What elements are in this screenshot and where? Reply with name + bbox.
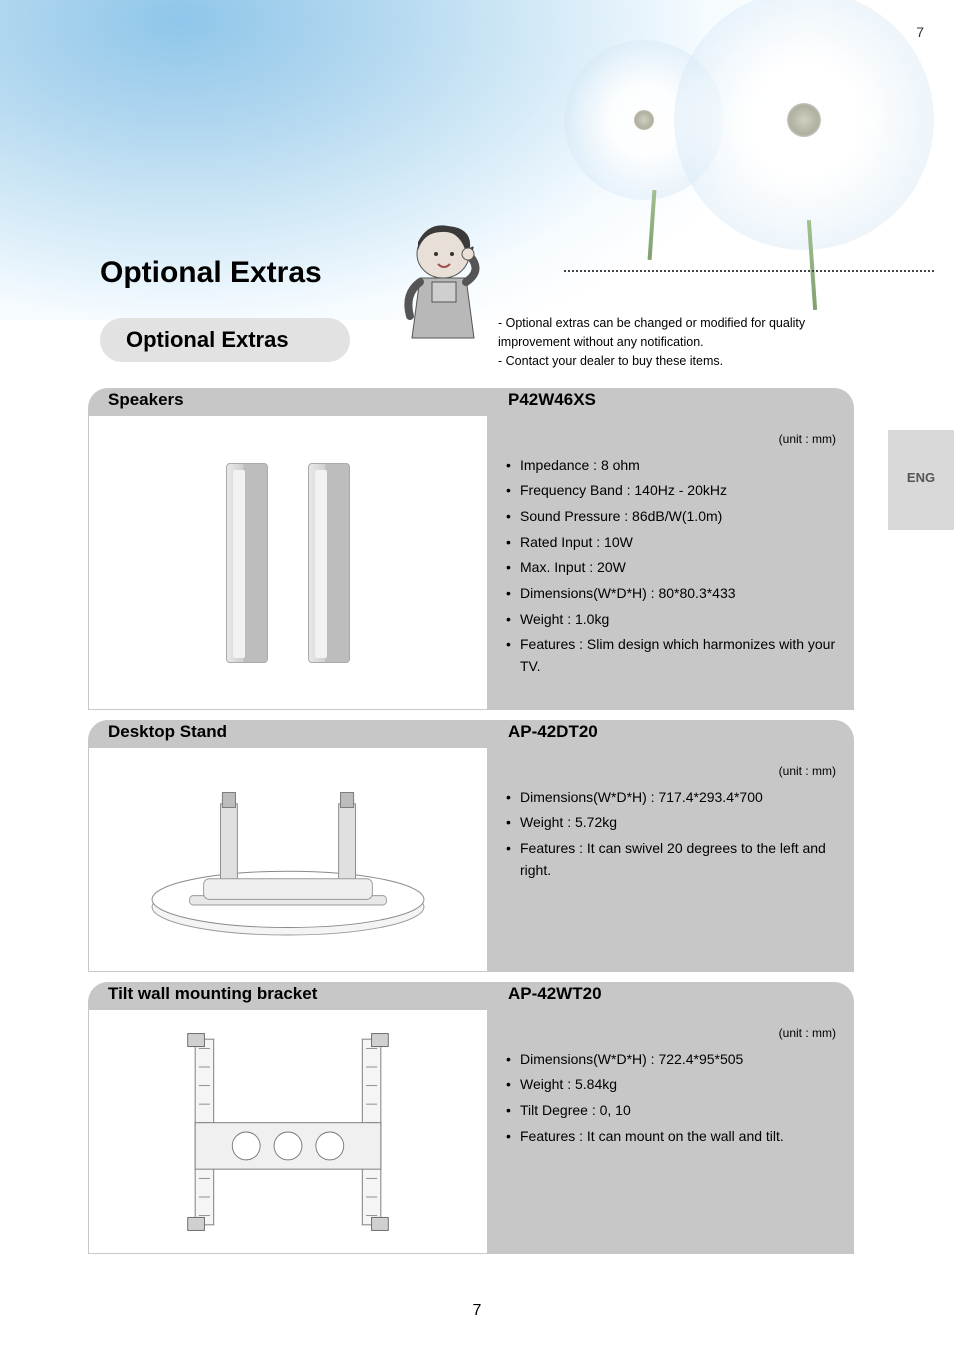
row-label: Desktop Stand [108,722,227,742]
product-image-cell [88,748,488,972]
row-label: Speakers [108,390,184,410]
spec-line: Weight : 5.84kg [506,1074,836,1096]
spec-line: Rated Input : 10W [506,532,836,554]
row-label: Tilt wall mounting bracket [108,984,317,1004]
spec-line: Sound Pressure : 86dB/W(1.0m) [506,506,836,528]
product-image-cell [88,416,488,710]
product-spec-cell: (unit : mm) Dimensions(W*D*H) : 717.4*29… [488,748,854,972]
page-number-top: 7 [916,24,924,40]
unit-note: (unit : mm) [506,430,836,449]
wall-bracket-illustration [158,1027,418,1237]
intro-note: - Optional extras can be changed or modi… [498,314,858,370]
spec-line: Tilt Degree : 0, 10 [506,1100,836,1122]
spec-line: Features : It can swivel 20 degrees to t… [506,838,836,881]
dotted-rule [564,270,934,272]
row-model: AP-42DT20 [508,722,598,742]
product-image-cell [88,1010,488,1254]
spec-line: Features : It can mount on the wall and … [506,1126,836,1148]
spec-line: Dimensions(W*D*H) : 722.4*95*505 [506,1049,836,1071]
intro-line: - Contact your dealer to buy these items… [498,352,858,371]
page-number-bottom: 7 [0,1302,954,1320]
spec-line: Impedance : 8 ohm [506,455,836,477]
page-title: Optional Extras [100,256,322,290]
row-header: Desktop Stand AP-42DT20 [88,720,854,748]
row-header: Tilt wall mounting bracket AP-42WT20 [88,982,854,1010]
product-row-wallmount: Tilt wall mounting bracket AP-42WT20 [88,982,854,1254]
dandelion-large [674,0,934,250]
speaker-right-icon [308,463,350,663]
intro-line: - Optional extras can be changed or modi… [498,314,858,352]
product-row-speakers: Speakers P42W46XS (unit : mm) Impedance … [88,388,854,710]
row-model: AP-42WT20 [508,984,602,1004]
desktop-stand-illustration [138,775,438,945]
section-pill: Optional Extras [100,318,350,362]
spec-line: Frequency Band : 140Hz - 20kHz [506,480,836,502]
side-language-tab: ENG [888,430,954,530]
spec-line: Weight : 1.0kg [506,609,836,631]
section-pill-label: Optional Extras [126,327,289,353]
speaker-left-icon [226,463,268,663]
row-header: Speakers P42W46XS [88,388,854,416]
row-model: P42W46XS [508,390,596,410]
unit-note: (unit : mm) [506,762,836,781]
product-row-stand: Desktop Stand AP-42DT20 (unit : mm) [88,720,854,972]
unit-note: (unit : mm) [506,1024,836,1043]
spec-line: Weight : 5.72kg [506,812,836,834]
product-spec-cell: (unit : mm) Impedance : 8 ohm Frequency … [488,416,854,710]
speaker-pair-illustration [226,463,350,663]
cartoon-person-icon [388,220,498,340]
spec-line: Dimensions(W*D*H) : 717.4*293.4*700 [506,787,836,809]
spec-line: Features : Slim design which harmonizes … [506,634,836,677]
spec-line: Max. Input : 20W [506,557,836,579]
product-rows: Speakers P42W46XS (unit : mm) Impedance … [88,388,854,1264]
side-tab-text: ENG [888,430,954,485]
product-spec-cell: (unit : mm) Dimensions(W*D*H) : 722.4*95… [488,1010,854,1254]
spec-line: Dimensions(W*D*H) : 80*80.3*433 [506,583,836,605]
